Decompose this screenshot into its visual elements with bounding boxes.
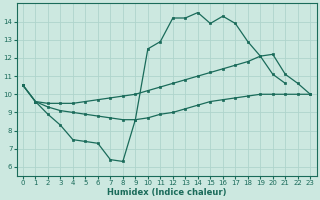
X-axis label: Humidex (Indice chaleur): Humidex (Indice chaleur) — [107, 188, 226, 197]
